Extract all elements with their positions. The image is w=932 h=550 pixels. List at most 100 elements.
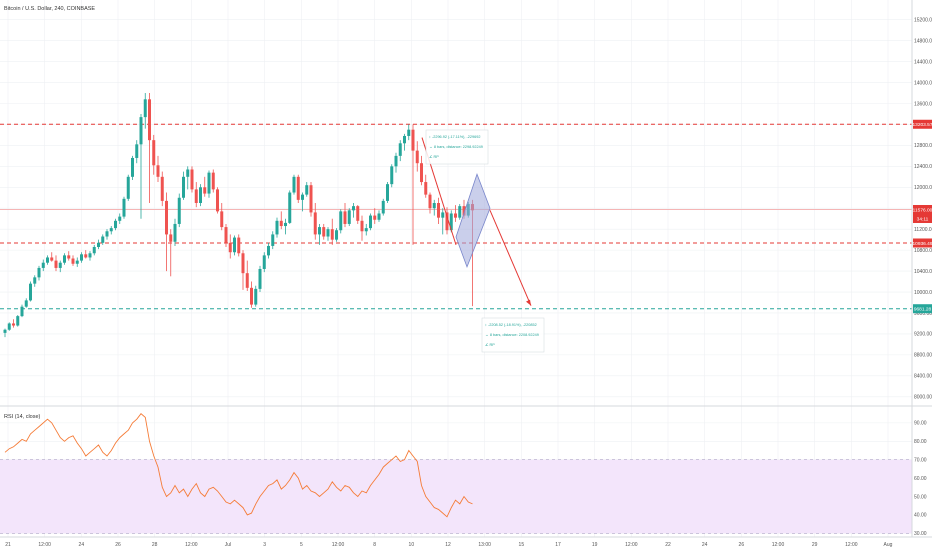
candle-body[interactable] [92, 246, 96, 254]
candle-body[interactable] [50, 257, 54, 261]
candle-body[interactable] [343, 211, 347, 224]
candle-body[interactable] [220, 211, 224, 228]
candle-body[interactable] [458, 206, 462, 218]
candle-body[interactable] [318, 227, 321, 235]
candle-body[interactable] [309, 185, 313, 213]
candle-body[interactable] [335, 230, 338, 240]
candle-body[interactable] [301, 194, 304, 200]
candle-body[interactable] [24, 300, 28, 307]
candle-body[interactable] [330, 229, 334, 240]
candle-body[interactable] [63, 255, 66, 263]
rsi-line[interactable] [4, 413, 473, 518]
candle-body[interactable] [322, 227, 326, 237]
candle-body[interactable] [462, 206, 466, 216]
candle-body[interactable] [424, 182, 428, 195]
candle-body[interactable] [428, 194, 432, 209]
candle-body[interactable] [369, 215, 372, 229]
candle-body[interactable] [313, 212, 317, 235]
candle-body[interactable] [75, 260, 79, 264]
candle-body[interactable] [126, 176, 130, 199]
candle-body[interactable] [305, 185, 309, 195]
candle-body[interactable] [88, 253, 92, 258]
candle-body[interactable] [173, 223, 177, 242]
candle-body[interactable] [152, 140, 156, 166]
candle-body[interactable] [415, 150, 419, 164]
measure-annotation[interactable]: ↕ -2296.92 (-17.11%), -229692 ↔ 8 bars, d… [425, 129, 489, 165]
candle-body[interactable] [37, 267, 41, 278]
candle-body[interactable] [177, 197, 181, 224]
candle-body[interactable] [199, 187, 202, 203]
candle-body[interactable] [97, 242, 100, 247]
candle-body[interactable] [139, 117, 143, 145]
candle-body[interactable] [165, 200, 168, 235]
candle-body[interactable] [143, 99, 147, 118]
candle-body[interactable] [58, 262, 62, 268]
measure-annotation[interactable]: ↕ -2208.52 (-18.91%), -220852 ↔ 8 bars, d… [481, 317, 545, 353]
candle-body[interactable] [71, 258, 75, 264]
candle-body[interactable] [267, 245, 270, 256]
candle-body[interactable] [360, 220, 364, 232]
candle-body[interactable] [275, 220, 279, 235]
candle-body[interactable] [441, 212, 445, 218]
candle-body[interactable] [279, 220, 283, 227]
candle-body[interactable] [432, 203, 436, 209]
drawing-overlays[interactable]: ↕ -2296.92 (-17.11%), -229692 ↔ 8 bars, d… [421, 129, 545, 353]
candle-body[interactable] [296, 176, 300, 200]
candle-body[interactable] [169, 234, 173, 242]
rsi-pane[interactable] [0, 413, 912, 534]
candle-body[interactable] [347, 210, 351, 224]
candle-body[interactable] [224, 227, 228, 243]
candle-body[interactable] [228, 242, 232, 253]
candle-body[interactable] [3, 329, 7, 333]
candle-body[interactable] [207, 172, 211, 194]
candle-body[interactable] [250, 287, 253, 305]
candle-body[interactable] [407, 129, 411, 136]
price-pane[interactable] [0, 93, 912, 338]
candle-body[interactable] [156, 165, 160, 177]
candle-body[interactable] [105, 231, 109, 237]
candle-body[interactable] [420, 163, 423, 183]
candle-body[interactable] [33, 277, 37, 284]
candle-body[interactable] [7, 323, 11, 330]
candle-body[interactable] [211, 172, 215, 190]
candle-body[interactable] [41, 262, 45, 268]
candle-body[interactable] [245, 273, 249, 288]
candle-body[interactable] [352, 206, 355, 211]
candle-body[interactable] [403, 135, 406, 144]
candle-body[interactable] [131, 157, 134, 177]
candle-body[interactable] [288, 192, 292, 223]
candle-body[interactable] [262, 255, 266, 269]
candle-body[interactable] [284, 222, 287, 227]
candle-body[interactable] [237, 237, 241, 254]
candle-body[interactable] [454, 213, 457, 218]
candle-body[interactable] [292, 176, 296, 193]
candle-body[interactable] [339, 211, 343, 231]
candle-body[interactable] [203, 187, 207, 194]
candle-body[interactable] [114, 220, 117, 229]
candle-body[interactable] [160, 176, 164, 201]
candle-body[interactable] [381, 200, 385, 214]
candle-body[interactable] [190, 169, 194, 190]
candle-body[interactable] [148, 99, 151, 141]
candle-body[interactable] [271, 234, 275, 246]
candle-body[interactable] [258, 268, 262, 289]
candle-body[interactable] [118, 216, 122, 221]
candle-body[interactable] [101, 236, 105, 243]
candle-body[interactable] [377, 213, 381, 220]
candle-body[interactable] [46, 257, 49, 263]
candle-body[interactable] [135, 144, 139, 158]
candle-body[interactable] [194, 189, 198, 203]
candle-body[interactable] [122, 198, 126, 217]
candle-body[interactable] [20, 306, 24, 317]
candle-body[interactable] [445, 212, 449, 231]
candle-body[interactable] [216, 189, 219, 212]
candle-body[interactable] [356, 206, 360, 221]
candle-body[interactable] [394, 155, 398, 167]
candle-body[interactable] [54, 260, 58, 268]
projection-arrow[interactable] [489, 210, 532, 306]
candle-body[interactable] [373, 215, 377, 220]
candle-body[interactable] [411, 129, 415, 151]
candle-body[interactable] [364, 228, 368, 232]
candle-body[interactable] [80, 254, 83, 261]
candle-body[interactable] [29, 283, 32, 301]
